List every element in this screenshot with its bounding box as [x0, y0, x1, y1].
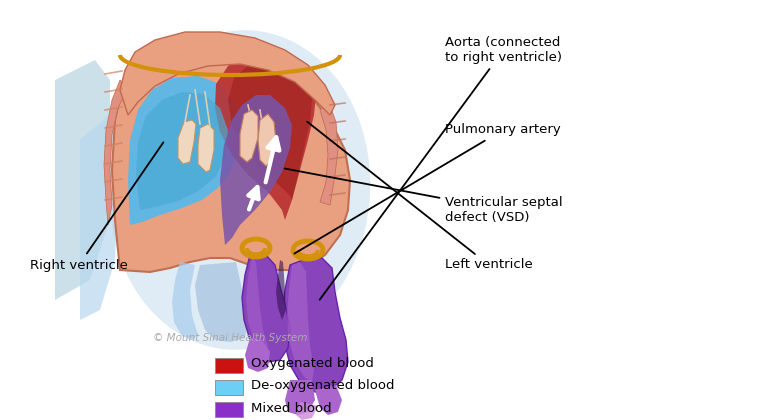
Polygon shape	[120, 32, 335, 115]
Text: © Mount Sinai Health System: © Mount Sinai Health System	[152, 333, 307, 343]
Polygon shape	[285, 380, 315, 415]
Ellipse shape	[110, 30, 370, 350]
Polygon shape	[242, 254, 290, 362]
Polygon shape	[228, 60, 312, 200]
Polygon shape	[136, 92, 228, 210]
Polygon shape	[55, 60, 110, 300]
Polygon shape	[240, 110, 258, 162]
Polygon shape	[220, 95, 292, 245]
Text: Right ventricle: Right ventricle	[30, 142, 163, 271]
Polygon shape	[104, 80, 128, 225]
Polygon shape	[128, 76, 240, 225]
Polygon shape	[198, 124, 214, 172]
Text: De-oxygenated blood: De-oxygenated blood	[251, 380, 394, 393]
Polygon shape	[315, 385, 342, 415]
Polygon shape	[276, 260, 286, 320]
Polygon shape	[258, 114, 276, 166]
Polygon shape	[112, 42, 350, 272]
Polygon shape	[287, 262, 314, 382]
Text: Ventricular septal
defect (VSD): Ventricular septal defect (VSD)	[285, 168, 563, 224]
Text: Pulmonary artery: Pulmonary artery	[294, 123, 561, 254]
Bar	[215, 357, 243, 373]
Polygon shape	[172, 262, 198, 340]
Text: Mixed blood: Mixed blood	[251, 402, 332, 415]
Bar	[215, 402, 243, 417]
Polygon shape	[80, 110, 120, 320]
Bar	[215, 380, 243, 394]
Polygon shape	[282, 258, 348, 392]
Polygon shape	[296, 402, 318, 420]
Polygon shape	[245, 338, 270, 372]
Polygon shape	[215, 52, 316, 220]
Polygon shape	[246, 257, 268, 358]
Text: Oxygenated blood: Oxygenated blood	[251, 357, 374, 370]
Polygon shape	[195, 262, 248, 342]
Text: Left ventricle: Left ventricle	[307, 122, 533, 271]
Polygon shape	[178, 120, 196, 164]
Text: Aorta (connected
to right ventricle): Aorta (connected to right ventricle)	[320, 36, 562, 300]
Polygon shape	[320, 100, 338, 205]
